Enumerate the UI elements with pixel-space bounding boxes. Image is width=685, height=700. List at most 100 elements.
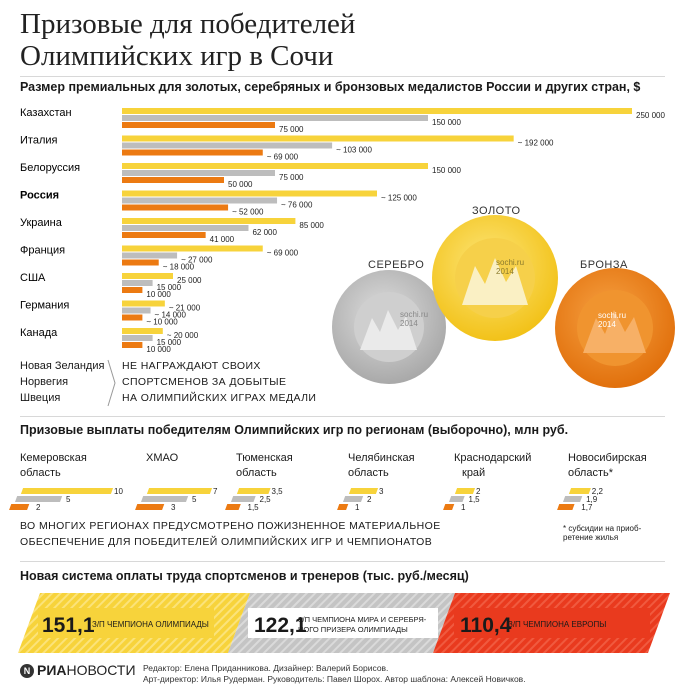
region-name: Новосибирская область* bbox=[568, 451, 647, 481]
bronze-medal-brand: sochi.ru bbox=[598, 311, 626, 320]
bar-value-label: ~ 21 000 bbox=[169, 304, 201, 313]
region-name: Кемеровская область bbox=[20, 451, 87, 481]
gold-medal: sochi.ru 2014 bbox=[432, 215, 558, 341]
region-bar-silver bbox=[562, 496, 583, 502]
region-bar-silver bbox=[14, 496, 63, 502]
bar-silver bbox=[122, 115, 428, 121]
regions-note: ВО МНОГИХ РЕГИОНАХ ПРЕДУСМОТРЕНО ПОЖИЗНЕ… bbox=[20, 518, 441, 550]
region-bar-bronze bbox=[135, 504, 165, 510]
salary-label: НОГО ПРИЗЕРА ОЛИМПИАДЫ bbox=[298, 625, 408, 634]
gold-medal-brand: sochi.ru bbox=[496, 258, 524, 267]
no-award-note-line: НА ОЛИМПИЙСКИХ ИГРАХ МЕДАЛИ bbox=[122, 392, 317, 404]
region-name-line: Краснодарский bbox=[454, 452, 532, 464]
bar-value-label: 250 000 bbox=[636, 111, 665, 120]
bar-value-label: 150 000 bbox=[432, 118, 461, 127]
bar-value-label: 75 000 bbox=[279, 125, 304, 134]
salary-box-gold bbox=[38, 608, 214, 638]
bar-silver bbox=[122, 280, 153, 286]
country-label: Канада bbox=[20, 327, 58, 339]
salary-label: З/П ЧЕМПИОНА ЕВРОПЫ bbox=[508, 620, 606, 629]
salary-label: З/П ЧЕМПИОНА МИРА И СЕРЕБРЯ- bbox=[298, 615, 427, 624]
bar-silver bbox=[122, 142, 333, 149]
region-name-line: ХМАО bbox=[146, 452, 179, 464]
bar-value-label: 10 000 bbox=[146, 290, 171, 299]
country-label: Россия bbox=[20, 190, 59, 202]
region-bar-label: 1,9 bbox=[586, 495, 598, 504]
region-name-line: область* bbox=[568, 467, 614, 479]
region-bar-label: 3,5 bbox=[272, 487, 284, 496]
region-name-line: Челябинская bbox=[348, 452, 415, 464]
bar-value-label: 41 000 bbox=[210, 235, 235, 244]
bar-silver bbox=[122, 307, 151, 314]
bar-value-label: ~ 192 000 bbox=[518, 139, 554, 148]
bar-value-label: ~ 125 000 bbox=[381, 194, 417, 203]
silver-medal-year: 2014 bbox=[400, 319, 418, 328]
region-bar-label: 3 bbox=[379, 487, 384, 496]
section3-title: Новая система оплаты труда спортсменов и… bbox=[20, 569, 469, 583]
ria-logo-text-2: НОВОСТИ bbox=[66, 662, 136, 678]
country-label: Украина bbox=[20, 217, 63, 229]
bar-value-label: ~ 18 000 bbox=[163, 263, 195, 272]
salary-box-silver bbox=[248, 608, 438, 638]
bar-value-label: ~ 76 000 bbox=[281, 201, 313, 210]
region-name-line: область bbox=[236, 467, 277, 479]
region-bar-gold bbox=[20, 488, 114, 494]
bronze-label: БРОНЗА bbox=[580, 259, 628, 271]
bar-gold bbox=[122, 108, 632, 114]
region-bar-label: 1,7 bbox=[581, 503, 593, 512]
bar-bronze bbox=[122, 204, 229, 211]
country-label: Казахстан bbox=[20, 107, 72, 119]
bar-bronze bbox=[122, 232, 206, 238]
credits-line: Редактор: Елена Приданникова. Дизайнер: … bbox=[143, 663, 389, 673]
silver-label: СЕРЕБРО bbox=[368, 259, 424, 271]
salary-label: З/П ЧЕМПИОНА ОЛИМПИАДЫ bbox=[92, 620, 209, 629]
bar-value-label: 85 000 bbox=[299, 221, 324, 230]
title-line-2: Олимпийских игр в Сочи bbox=[20, 40, 334, 72]
region-name-line: область bbox=[348, 467, 389, 479]
salary-panels: 151,1 З/П ЧЕМПИОНА ОЛИМПИАДЫ 122,1 З/П Ч… bbox=[18, 593, 670, 653]
salary-box-red bbox=[454, 608, 650, 638]
region-bar-bronze bbox=[337, 504, 349, 510]
section2-title: Призовые выплаты победителям Олимпийских… bbox=[20, 423, 569, 437]
bar-gold bbox=[122, 135, 514, 142]
region-bar-silver bbox=[342, 496, 364, 502]
region-bar-gold bbox=[454, 488, 476, 494]
bar-value-label: 15 000 bbox=[157, 338, 182, 347]
footnote-line: ретение жилья bbox=[563, 533, 619, 542]
region-bar-gold bbox=[236, 488, 271, 494]
country-label: США bbox=[20, 272, 46, 284]
bar-gold bbox=[122, 328, 163, 334]
region-name: Тюменская область bbox=[236, 451, 293, 481]
bar-value-label: ~ 14 000 bbox=[155, 311, 187, 320]
bronze-medal-year: 2014 bbox=[598, 320, 616, 329]
divider bbox=[20, 561, 665, 562]
region-bar-bronze bbox=[225, 504, 241, 510]
region-name-line: Кемеровская bbox=[20, 452, 87, 464]
country-label: Германия bbox=[20, 300, 69, 312]
region-name: ХМАО bbox=[146, 451, 178, 466]
region-bar-label: 2 bbox=[367, 495, 372, 504]
bar-gold bbox=[122, 218, 296, 224]
bar-value-label: ~ 27 000 bbox=[181, 256, 213, 265]
ria-logo-icon: N bbox=[20, 664, 34, 679]
silver-medal: sochi.ru 2014 bbox=[332, 270, 446, 384]
region-bar-label: 5 bbox=[66, 495, 71, 504]
bar-bronze bbox=[122, 122, 275, 128]
salary-value: 110,4 bbox=[460, 614, 512, 637]
medals-illustration: sochi.ru 2014 sochi.ru 2014 sochi.ru 201… bbox=[332, 205, 675, 388]
bar-value-label: ~ 10 000 bbox=[146, 318, 178, 327]
country-label: Франция bbox=[20, 245, 65, 257]
bar-value-label: 150 000 bbox=[432, 166, 461, 175]
region-bar-bronze bbox=[9, 504, 30, 510]
region-bar-label: 10 bbox=[114, 487, 123, 496]
region-bar-label: 2,5 bbox=[260, 495, 272, 504]
bar-gold bbox=[122, 273, 173, 279]
no-award-note: НЕ НАГРАЖДАЮТ СВОИХ СПОРТСМЕНОВ ЗА ДОБЫТ… bbox=[122, 358, 316, 406]
region-bar-gold bbox=[146, 488, 213, 494]
no-award-country: Новая Зеландия bbox=[20, 360, 105, 372]
bronze-medal: sochi.ru 2014 bbox=[555, 268, 675, 388]
bar-gold bbox=[122, 190, 377, 197]
footnote-line: * субсидии на приоб- bbox=[563, 524, 642, 533]
region-bar-label: 3 bbox=[171, 503, 176, 512]
regions-note-line: ВО МНОГИХ РЕГИОНАХ ПРЕДУСМОТРЕНО ПОЖИЗНЕ… bbox=[20, 520, 441, 532]
